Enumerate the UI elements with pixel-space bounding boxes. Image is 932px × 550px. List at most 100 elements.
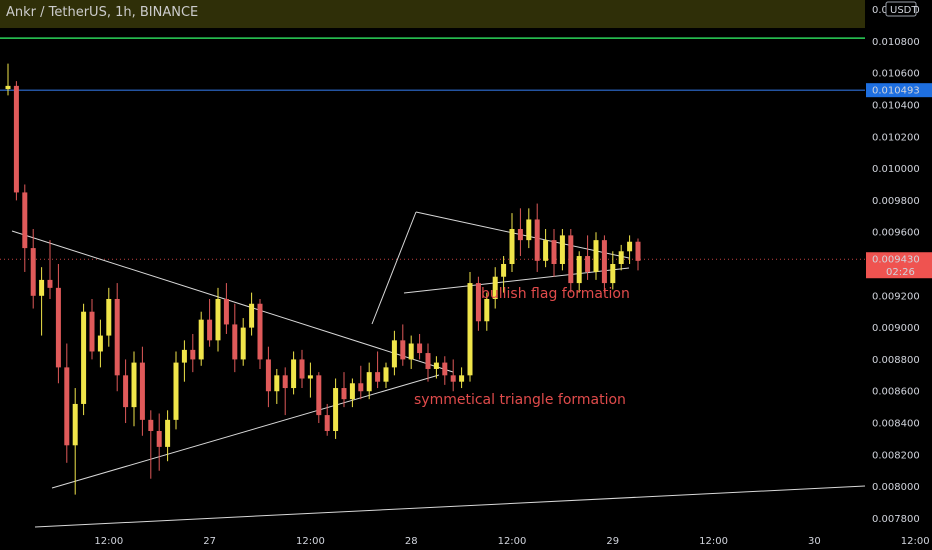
candle	[593, 232, 599, 280]
price-countdown-label: 02:26	[886, 267, 915, 278]
candle-body	[517, 229, 523, 241]
candle	[433, 356, 439, 379]
candle	[30, 229, 36, 309]
candle-body	[526, 219, 532, 241]
candle-body	[55, 287, 61, 368]
candle	[114, 283, 120, 392]
candle	[190, 333, 196, 373]
candle	[484, 292, 490, 331]
candle	[618, 244, 624, 271]
candle-body	[89, 311, 95, 352]
candle-body	[408, 343, 414, 360]
candle-body	[442, 362, 448, 376]
candle-body	[576, 256, 582, 284]
candle	[173, 351, 179, 430]
candle	[576, 251, 582, 293]
x-tick-label: 29	[606, 536, 619, 547]
candle-body	[30, 248, 36, 296]
candle-body	[627, 241, 633, 252]
candle-body	[484, 298, 490, 322]
symbol-label: Ankr / TetherUS, 1h, BINANCE	[6, 5, 198, 20]
symmetrical-triangle-annotation: symmetical triangle formation	[414, 392, 626, 408]
x-tick-label: 12:00	[901, 536, 930, 547]
candle	[526, 208, 532, 249]
y-tick-label: 0.008400	[872, 419, 920, 430]
candle-body	[190, 349, 196, 360]
candle	[257, 298, 263, 369]
candle-body	[139, 362, 145, 420]
candle	[475, 276, 481, 331]
candle	[307, 362, 313, 398]
candle-body	[635, 241, 641, 261]
candle	[408, 335, 414, 369]
candle-body	[257, 303, 263, 360]
x-tick-label: 12:00	[94, 536, 123, 547]
candle-body	[459, 375, 465, 382]
candle	[341, 372, 347, 408]
candle-body	[106, 298, 112, 336]
candle-body	[39, 279, 45, 296]
candle-body	[618, 251, 624, 264]
level-badge-label: 0.010493	[872, 86, 920, 97]
candle	[349, 378, 355, 408]
candle-body	[433, 362, 439, 369]
candle-body	[64, 367, 70, 446]
candle-body	[509, 229, 515, 264]
candle-body	[165, 419, 171, 447]
triangle-lower-line	[51, 374, 440, 489]
candle	[22, 184, 28, 272]
candle	[215, 287, 221, 352]
y-tick-label: 0.010200	[872, 132, 920, 143]
candle	[123, 359, 129, 424]
candle	[333, 378, 339, 439]
candle	[5, 63, 11, 96]
candle	[375, 351, 381, 389]
candle	[81, 303, 87, 416]
candle	[635, 238, 641, 271]
candle	[97, 319, 103, 368]
candle-body	[81, 311, 87, 404]
candle	[442, 356, 448, 385]
candle-body	[601, 240, 607, 284]
candle	[265, 346, 271, 408]
triangle-upper-line	[11, 230, 454, 373]
bullish-flag-annotation: bullish flag formation	[481, 286, 630, 302]
candle-body	[307, 375, 313, 379]
y-tick-label: 0.010000	[872, 164, 920, 175]
y-tick-label: 0.009000	[872, 323, 920, 334]
candle	[559, 229, 565, 271]
candle	[232, 303, 238, 373]
y-tick-label: 0.009800	[872, 196, 920, 207]
candle	[148, 410, 154, 479]
candle-body	[173, 362, 179, 420]
candle	[450, 359, 456, 392]
y-tick-label: 0.009200	[872, 291, 920, 302]
candle-body	[375, 372, 381, 382]
candle-body	[114, 298, 120, 376]
candle	[47, 240, 53, 299]
candle	[509, 213, 515, 272]
y-tick-label: 0.008200	[872, 450, 920, 461]
x-tick-label: 27	[203, 536, 216, 547]
candle	[240, 318, 246, 366]
candle-body	[610, 264, 616, 284]
candle-body	[349, 383, 355, 400]
drawing-layer	[0, 37, 866, 528]
candle-body	[265, 359, 271, 392]
y-tick-label: 0.008600	[872, 387, 920, 398]
candle-body	[391, 340, 397, 368]
candle	[383, 362, 389, 389]
candle-body	[274, 375, 280, 392]
y-tick-label: 0.008800	[872, 355, 920, 366]
candle	[585, 235, 591, 280]
candle-body	[333, 388, 339, 431]
candle	[358, 365, 364, 400]
candle-body	[316, 375, 322, 416]
flag-pole-line	[371, 211, 417, 325]
candle	[139, 346, 145, 436]
candle-body	[215, 298, 221, 341]
